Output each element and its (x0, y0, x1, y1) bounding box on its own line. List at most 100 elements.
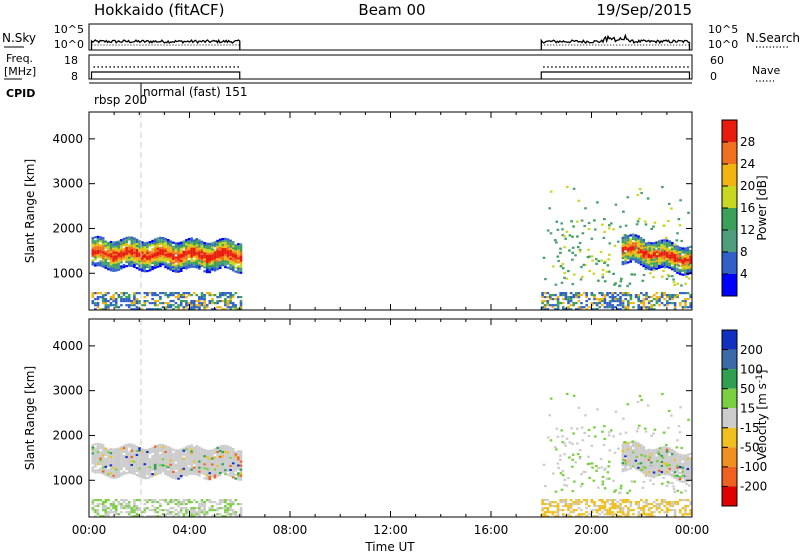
power-cell (224, 264, 227, 267)
power-cell (133, 259, 136, 262)
velocity-cell (146, 456, 149, 459)
power-cell (99, 250, 102, 253)
velocity-cell (187, 499, 191, 502)
velocity-cell (689, 503, 692, 506)
power-cell (643, 248, 647, 251)
power-cell (549, 190, 553, 193)
velocity-cell (626, 452, 630, 455)
power-cell (185, 292, 188, 295)
velocity-cell (151, 473, 154, 476)
velocity-cell (138, 451, 141, 454)
velocity-cell (650, 471, 653, 474)
power-cell (239, 249, 243, 252)
velocity-cell (583, 431, 586, 435)
power-cell (689, 264, 692, 267)
power-cell (647, 259, 651, 262)
velocity-cell (203, 451, 206, 454)
velocity-cell (614, 499, 617, 502)
velocity-cell (182, 503, 186, 506)
power-cell (216, 264, 219, 267)
velocity-colorbar-label-close: ] (755, 370, 769, 375)
power-cell (658, 240, 662, 243)
power-cell (608, 242, 612, 245)
velocity-cell (195, 469, 199, 472)
velocity-cell (633, 480, 636, 483)
power-cell (552, 265, 555, 268)
velocity-cell (647, 452, 651, 455)
velocity-cell (177, 459, 180, 462)
power-cell (668, 294, 672, 297)
power-cell (634, 256, 638, 259)
velocity-cell (185, 456, 188, 459)
velocity-cell (117, 453, 121, 456)
power-cell (226, 244, 230, 247)
velocity-cell (109, 466, 113, 469)
velocity-cell (107, 499, 110, 502)
power-cell (546, 296, 550, 299)
velocity-cell (665, 448, 669, 451)
velocity-cell (130, 443, 134, 446)
velocity-cell (224, 465, 227, 468)
velocity-cell (198, 472, 201, 475)
power-cell (221, 243, 225, 247)
velocity-cell (200, 499, 204, 502)
power-cell (569, 296, 573, 299)
velocity-cell (663, 458, 666, 461)
velocity-cell (187, 461, 191, 464)
velocity-cell (606, 511, 609, 514)
power-cell (198, 298, 201, 301)
velocity-cell (621, 509, 625, 512)
velocity-cell (190, 458, 193, 461)
power-cell (660, 257, 664, 260)
velocity-cell (185, 509, 188, 512)
power-cell (192, 249, 196, 252)
power-cell (626, 196, 630, 199)
velocity-ylabel: Slant Range [km] (23, 366, 37, 470)
velocity-cell (143, 456, 147, 460)
velocity-cell (673, 454, 677, 457)
power-cell (580, 308, 583, 311)
power-cell (114, 292, 118, 295)
power-cell (208, 246, 212, 250)
power-cell (686, 272, 690, 276)
power-cell (224, 304, 227, 307)
velocity-cell (153, 501, 157, 504)
power-cell (647, 261, 651, 264)
velocity-cell (133, 505, 136, 508)
velocity-cell (665, 460, 669, 463)
velocity-cell (563, 442, 566, 445)
power-cell (239, 308, 243, 311)
velocity-cell (611, 501, 614, 504)
velocity-cell (200, 459, 204, 462)
power-cell (135, 260, 139, 264)
power-cell (629, 248, 632, 251)
power-cell (580, 306, 583, 309)
velocity-cell (164, 456, 167, 460)
power-cell (182, 262, 186, 265)
velocity-cell (652, 459, 656, 462)
power-cell (645, 266, 648, 269)
power-cell (96, 296, 100, 299)
velocity-cell (221, 459, 225, 462)
power-cell (216, 259, 219, 263)
power-cell (221, 254, 225, 257)
velocity-cell (218, 471, 222, 474)
power-cell (665, 236, 668, 239)
velocity-cell (135, 455, 139, 458)
velocity-cell (567, 515, 570, 518)
power-cell (198, 241, 201, 244)
velocity-cell (208, 459, 212, 463)
power-cell (563, 271, 567, 274)
power-cell (660, 239, 664, 242)
velocity-cell (237, 474, 240, 477)
velocity-cell (639, 452, 643, 455)
velocity-cell (632, 509, 635, 512)
power-cell (185, 267, 188, 270)
power-cell (576, 220, 579, 223)
power-cell (619, 292, 622, 295)
velocity-cell (239, 476, 243, 479)
power-cell (653, 308, 656, 311)
power-cell (179, 247, 183, 250)
velocity-cell (663, 452, 666, 455)
velocity-cell (689, 473, 692, 476)
